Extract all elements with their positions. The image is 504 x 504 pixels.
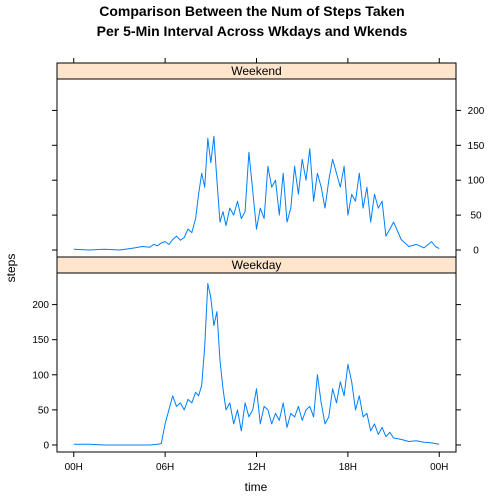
y-tick-label-weekend-150: 150 (468, 141, 485, 152)
strip-label-weekday: Weekday (232, 258, 282, 272)
x-tick-label-24: 00H (430, 462, 448, 473)
chart-title-line1: Comparison Between the Num of Steps Take… (99, 3, 404, 19)
y-tick-label-weekday-150: 150 (32, 335, 49, 346)
y-tick-label-weekday-50: 50 (38, 405, 50, 416)
x-axis: 00H 06H 12H 18H 00H (65, 58, 448, 473)
x-tick-label-12: 12H (247, 462, 265, 473)
y-tick-label-weekday-0: 0 (43, 440, 49, 451)
strip-label-weekend: Weekend (231, 64, 281, 78)
x-tick-label-18: 18H (339, 462, 357, 473)
y-tick-label-weekday-200: 200 (32, 300, 49, 311)
x-tick-label-6: 06H (156, 462, 174, 473)
panel-weekend: Weekend 0 50 100 150 200 (52, 62, 485, 258)
x-axis-label: time (245, 480, 268, 494)
chart-panels: Weekend 0 50 100 150 200 Weekday 0 50 100 150 200 (32, 62, 485, 453)
y-tick-label-weekend-200: 200 (468, 106, 485, 117)
y-tick-label-weekend-0: 0 (473, 246, 479, 257)
y-tick-label-weekend-100: 100 (468, 176, 485, 187)
x-tick-label-0: 00H (65, 462, 83, 473)
panel-frame-weekday (56, 272, 457, 453)
panel-frame-weekend (56, 78, 457, 258)
y-tick-label-weekday-100: 100 (32, 370, 49, 381)
chart-title-line2: Per 5-Min Interval Across Wkdays and Wke… (97, 23, 408, 39)
series-line-weekday (73, 283, 440, 446)
panel-weekday: Weekday 0 50 100 150 200 (32, 256, 461, 453)
y-axis-label: steps (4, 254, 18, 283)
y-tick-label-weekend-50: 50 (470, 211, 482, 222)
series-line-weekend (73, 135, 440, 251)
